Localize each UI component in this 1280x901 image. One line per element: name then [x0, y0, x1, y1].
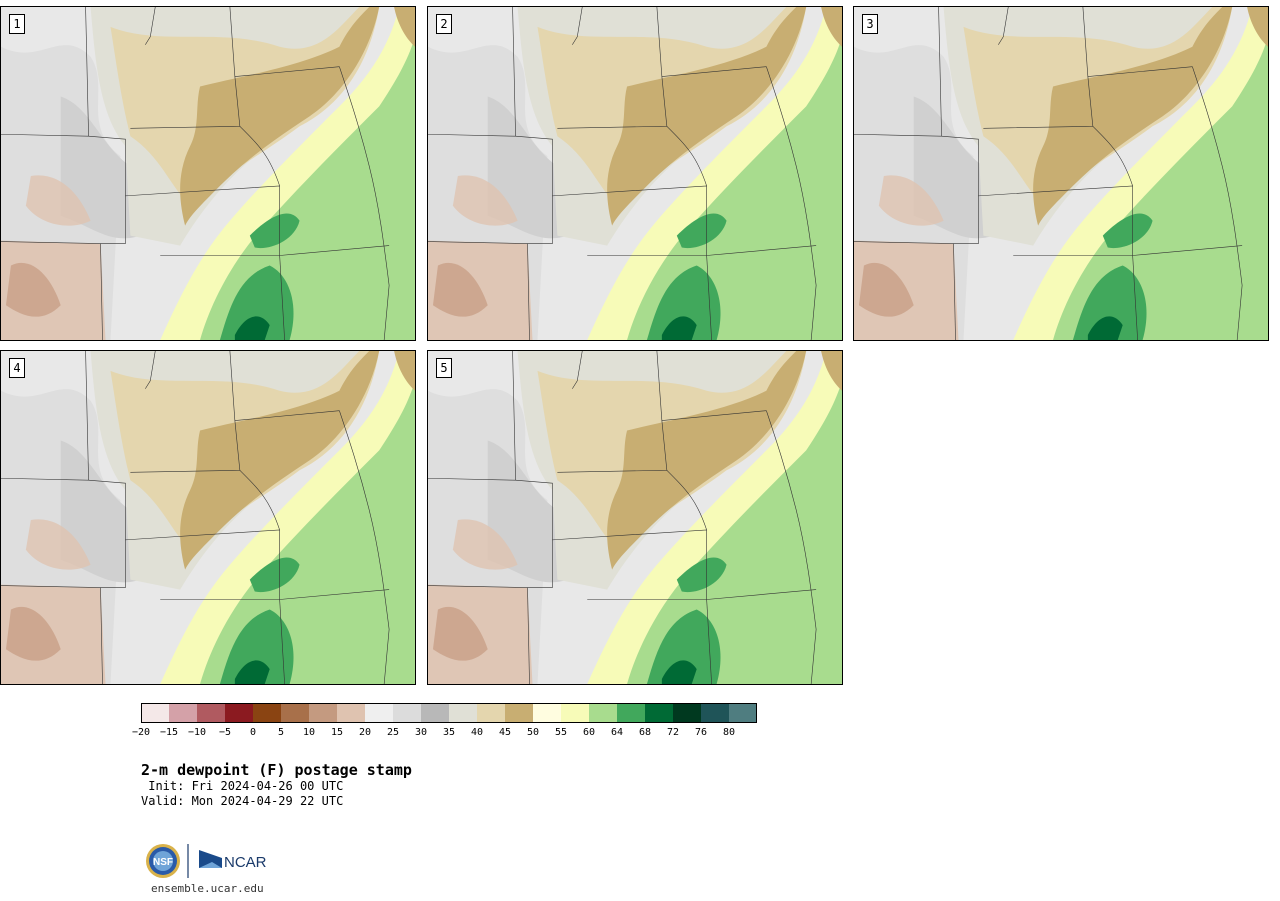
colorbar-segment	[561, 703, 589, 723]
panel-label: 4	[9, 358, 25, 378]
colorbar-tick-labels: −20 −15 −10 −5 0 5 10 15 20 25 30 35 40 45 50 55 60 64 68 7…	[131, 727, 771, 741]
colorbar-segment	[365, 703, 393, 723]
colorbar-segment	[673, 703, 701, 723]
colorbar-tick: 25	[386, 727, 400, 738]
colorbar-segment	[337, 703, 365, 723]
ncar-logo-text: NCAR	[224, 854, 267, 871]
map-panel-4: 4	[0, 350, 416, 685]
colorbar-tick: 72	[666, 727, 680, 738]
panel-label: 1	[9, 14, 25, 34]
colorbar-tick: 80	[722, 727, 736, 738]
colorbar-tick: 5	[277, 727, 285, 738]
colorbar-segment	[309, 703, 337, 723]
panel-label: 5	[436, 358, 452, 378]
colorbar-tick: 55	[554, 727, 568, 738]
site-url: ensemble.ucar.edu	[151, 882, 264, 895]
colorbar-segment	[645, 703, 673, 723]
map-panel-5: 5	[427, 350, 843, 685]
colorbar-tick: 50	[526, 727, 540, 738]
colorbar-segment	[141, 703, 169, 723]
colorbar-tick: 40	[470, 727, 484, 738]
init-time: Init: Fri 2024-04-26 00 UTC	[141, 779, 344, 793]
colorbar-tick: 30	[414, 727, 428, 738]
colorbar-segment	[477, 703, 505, 723]
panel-label: 2	[436, 14, 452, 34]
ncar-logo: NCAR	[199, 850, 267, 871]
panel-label: 3	[862, 14, 878, 34]
nsf-logo: NSF	[146, 844, 180, 878]
colorbar-segment	[197, 703, 225, 723]
colorbar-tick: 35	[442, 727, 456, 738]
colorbar-tick: 60	[582, 727, 596, 738]
map-panel-3: 3	[853, 6, 1269, 341]
colorbar-segment	[533, 703, 561, 723]
colorbar-tick: 10	[302, 727, 316, 738]
colorbar-segment	[729, 703, 757, 723]
colorbar-segment	[505, 703, 533, 723]
colorbar-tick: 20	[358, 727, 372, 738]
colorbar-tick: −20	[131, 727, 151, 738]
colorbar-segment	[393, 703, 421, 723]
colorbar-tick: −15	[159, 727, 179, 738]
plot-title: 2-m dewpoint (F) postage stamp	[141, 761, 412, 779]
colorbar-segment	[701, 703, 729, 723]
colorbar-tick: −5	[218, 727, 232, 738]
nsf-logo-text: NSF	[153, 857, 173, 868]
colorbar-segment	[253, 703, 281, 723]
colorbar-segment	[617, 703, 645, 723]
colorbar-tick: 0	[249, 727, 257, 738]
colorbar-segment	[225, 703, 253, 723]
colorbar-segment	[421, 703, 449, 723]
colorbar-segment	[589, 703, 617, 723]
colorbar-segment	[169, 703, 197, 723]
colorbar-tick: 45	[498, 727, 512, 738]
colorbar-tick: 64	[610, 727, 624, 738]
colorbar	[141, 703, 757, 723]
colorbar-segment	[281, 703, 309, 723]
map-panel-1: 1	[0, 6, 416, 341]
colorbar-tick: 68	[638, 727, 652, 738]
valid-time: Valid: Mon 2024-04-29 22 UTC	[141, 794, 344, 808]
logos: NSF NCAR	[146, 844, 267, 878]
colorbar-tick: 15	[330, 727, 344, 738]
map-panel-2: 2	[427, 6, 843, 341]
colorbar-segment	[449, 703, 477, 723]
colorbar-tick: −10	[187, 727, 207, 738]
colorbar-tick: 76	[694, 727, 708, 738]
